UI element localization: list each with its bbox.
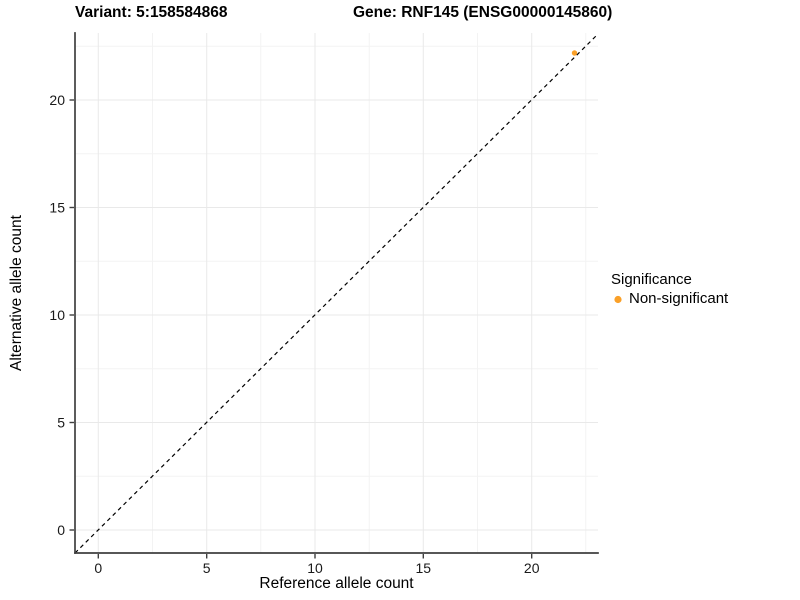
x-tick-label: 0 xyxy=(94,560,102,576)
x-tick-labels: 0 5 10 15 20 xyxy=(94,560,539,576)
y-tick-label: 5 xyxy=(57,415,65,431)
x-axis-title: Reference allele count xyxy=(259,575,414,592)
y-tick-label: 15 xyxy=(49,200,65,216)
identity-line xyxy=(74,33,599,554)
variant-title: Variant: 5:158584868 xyxy=(75,4,228,21)
legend-item-label: Non-significant xyxy=(629,290,729,307)
data-point xyxy=(571,50,578,56)
gene-title: Gene: RNF145 (ENSG00000145860) xyxy=(353,4,613,21)
y-tick-marks xyxy=(69,99,74,531)
x-tick-label: 15 xyxy=(416,560,432,576)
legend-point-circle-icon xyxy=(614,295,622,303)
y-tick-label: 0 xyxy=(57,522,65,538)
legend-item: Non-significant xyxy=(611,290,728,307)
legend-title: Significance xyxy=(611,271,692,288)
x-tick-label: 10 xyxy=(307,560,323,576)
grid-major-lines xyxy=(75,33,598,553)
y-tick-label: 20 xyxy=(49,92,65,108)
y-tick-label: 10 xyxy=(49,307,65,323)
x-tick-label: 20 xyxy=(524,560,540,576)
legend: Significance Non-significant xyxy=(611,271,728,307)
y-axis-title: Alternative allele count xyxy=(8,214,25,371)
x-tick-marks xyxy=(97,554,533,559)
grid-minor-lines xyxy=(75,33,598,553)
y-tick-labels: 0 5 10 15 20 xyxy=(49,92,65,538)
x-tick-label: 5 xyxy=(203,560,211,576)
